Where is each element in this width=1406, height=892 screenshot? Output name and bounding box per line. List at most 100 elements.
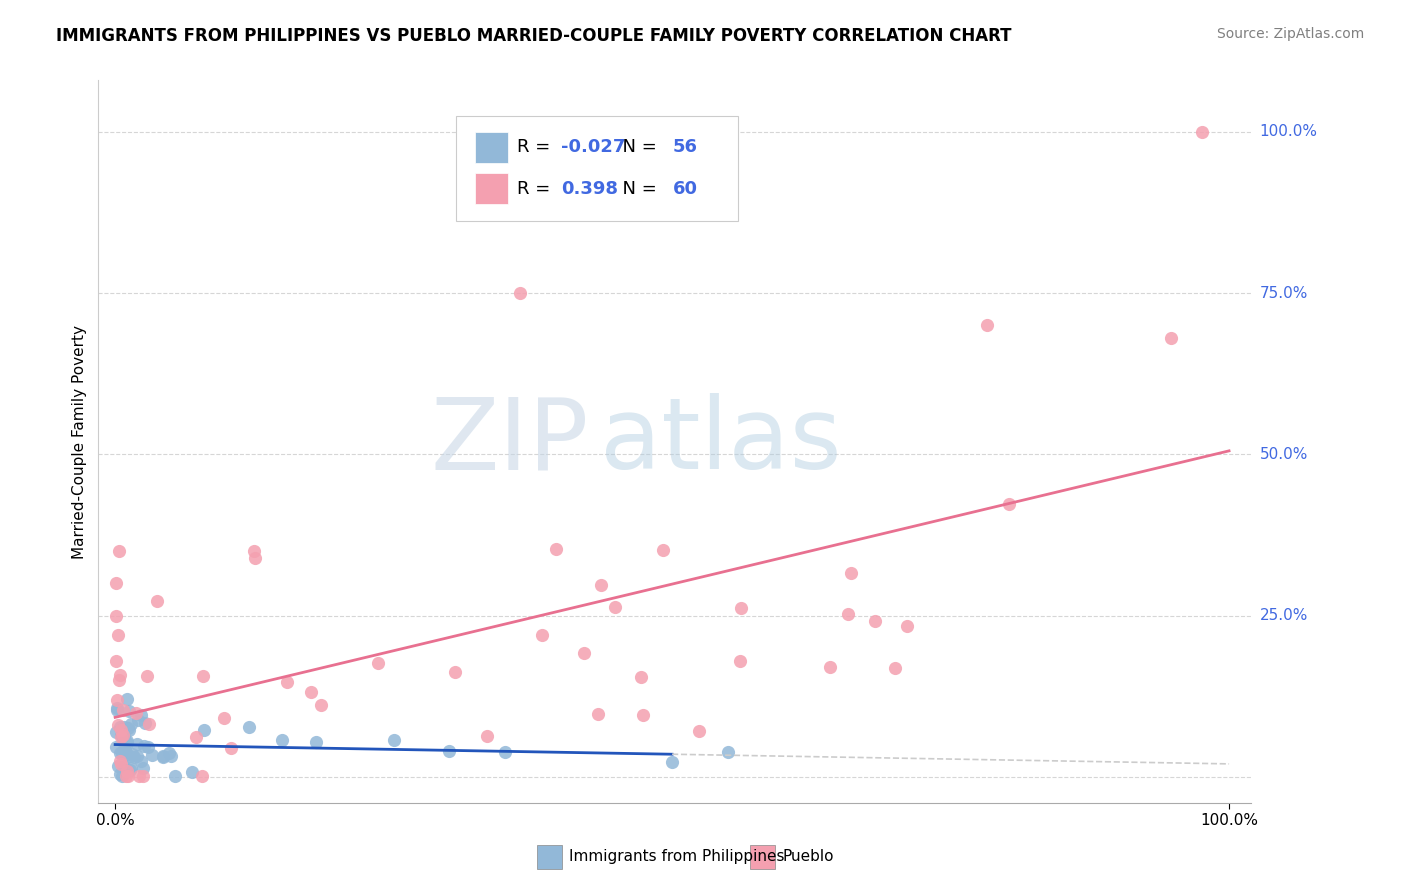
- Point: [110, 730, 132, 744]
- Point: [152, 749, 174, 764]
- Point: [439, 744, 461, 758]
- Point: [546, 542, 568, 557]
- Y-axis label: Married-Couple Family Poverty: Married-Couple Family Poverty: [72, 325, 87, 558]
- Point: [122, 750, 145, 764]
- Point: [107, 718, 129, 732]
- Point: [304, 735, 326, 749]
- Point: [108, 673, 131, 688]
- Point: [117, 721, 139, 735]
- Point: [883, 661, 905, 675]
- Point: [105, 701, 128, 715]
- Point: [105, 740, 128, 755]
- Point: [121, 747, 143, 762]
- Point: [243, 550, 266, 565]
- Point: [107, 628, 129, 642]
- Point: [688, 724, 710, 739]
- Point: [605, 600, 627, 615]
- Point: [129, 707, 152, 722]
- Point: [159, 749, 181, 764]
- Point: [477, 729, 499, 743]
- Point: [110, 769, 132, 783]
- Point: [1160, 331, 1182, 345]
- Text: ZIP: ZIP: [430, 393, 589, 490]
- Point: [115, 769, 138, 783]
- Point: [382, 733, 405, 747]
- Text: IMMIGRANTS FROM PHILIPPINES VS PUEBLO MARRIED-COUPLE FAMILY POVERTY CORRELATION : IMMIGRANTS FROM PHILIPPINES VS PUEBLO MA…: [56, 27, 1012, 45]
- Point: [863, 614, 886, 628]
- Point: [146, 594, 169, 608]
- Point: [818, 660, 841, 674]
- Point: [110, 728, 132, 742]
- Point: [896, 619, 918, 633]
- Point: [111, 728, 134, 742]
- Point: [132, 761, 155, 775]
- Point: [127, 714, 149, 728]
- Point: [120, 716, 142, 731]
- Point: [111, 703, 134, 717]
- Point: [128, 769, 150, 783]
- Point: [129, 754, 152, 768]
- Text: Pueblo: Pueblo: [782, 849, 834, 864]
- Text: atlas: atlas: [600, 393, 842, 490]
- Point: [839, 566, 862, 581]
- Point: [242, 544, 264, 558]
- FancyBboxPatch shape: [475, 132, 508, 162]
- Text: 75.0%: 75.0%: [1260, 285, 1308, 301]
- Point: [193, 669, 215, 683]
- Point: [105, 608, 128, 623]
- Point: [114, 742, 136, 756]
- Text: 25.0%: 25.0%: [1260, 608, 1308, 624]
- Point: [141, 747, 163, 762]
- Text: 0.398: 0.398: [561, 179, 617, 198]
- Point: [717, 745, 740, 759]
- Text: 56: 56: [672, 138, 697, 156]
- Point: [107, 758, 129, 772]
- Point: [138, 716, 160, 731]
- Point: [299, 684, 322, 698]
- Point: [631, 707, 654, 722]
- Text: R =: R =: [517, 179, 561, 198]
- Point: [118, 748, 141, 763]
- Point: [219, 741, 242, 756]
- Text: R =: R =: [517, 138, 555, 156]
- Point: [214, 711, 236, 725]
- Point: [115, 733, 138, 747]
- FancyBboxPatch shape: [749, 846, 775, 869]
- Point: [111, 732, 134, 747]
- Point: [108, 720, 131, 734]
- Point: [184, 730, 207, 744]
- Point: [115, 764, 138, 779]
- Point: [105, 703, 128, 717]
- Point: [837, 607, 859, 621]
- Point: [165, 769, 187, 783]
- Text: 50.0%: 50.0%: [1260, 447, 1308, 462]
- Point: [193, 723, 215, 738]
- Point: [661, 755, 683, 769]
- Point: [112, 720, 135, 734]
- Point: [271, 733, 294, 747]
- Point: [110, 757, 132, 772]
- Point: [509, 286, 531, 301]
- Point: [309, 698, 332, 712]
- FancyBboxPatch shape: [456, 117, 738, 221]
- Point: [117, 769, 139, 783]
- Point: [976, 318, 998, 333]
- Point: [135, 669, 157, 683]
- Point: [134, 715, 156, 730]
- Point: [118, 704, 141, 718]
- Point: [111, 747, 134, 761]
- Point: [494, 746, 516, 760]
- Point: [131, 769, 153, 783]
- Point: [276, 674, 298, 689]
- Point: [110, 746, 132, 760]
- Text: Immigrants from Philippines: Immigrants from Philippines: [569, 849, 785, 864]
- Point: [730, 600, 752, 615]
- Point: [586, 707, 609, 722]
- Text: 60: 60: [672, 179, 697, 198]
- Text: Source: ZipAtlas.com: Source: ZipAtlas.com: [1216, 27, 1364, 41]
- Point: [997, 497, 1019, 511]
- FancyBboxPatch shape: [537, 846, 562, 869]
- Text: N =: N =: [612, 138, 664, 156]
- Point: [105, 692, 128, 706]
- Point: [134, 739, 156, 753]
